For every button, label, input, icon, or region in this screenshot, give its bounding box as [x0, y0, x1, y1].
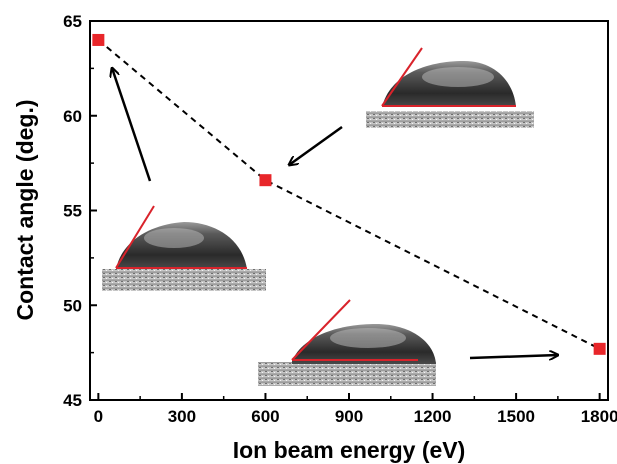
- axis-ticks: [90, 20, 601, 401]
- inset-droplet-1800ev: [258, 299, 436, 386]
- data-point-marker: [593, 342, 606, 355]
- inset-tangent-line: [291, 299, 351, 361]
- x-tick-label: 1200: [414, 407, 452, 426]
- y-tick-label: 60: [63, 107, 82, 126]
- inset-substrate: [102, 269, 266, 291]
- y-tick-label: 65: [63, 12, 82, 31]
- x-tick-label: 0: [94, 407, 103, 426]
- x-tick-label: 1800: [581, 407, 617, 426]
- inset-substrate: [366, 111, 534, 128]
- inset-substrate: [258, 362, 436, 386]
- y-tick-label: 50: [63, 296, 82, 315]
- inset-tangent-line: [381, 47, 423, 107]
- x-tick-label: 600: [251, 407, 279, 426]
- inset-droplet-highlight: [144, 228, 204, 248]
- arrow-to-0ev-point: [112, 68, 152, 182]
- inset-tangent-line: [115, 205, 155, 269]
- axis-tick-labels: 0 300 600 900 1200 1500 1800 45 50 55 60 65: [63, 12, 617, 426]
- arrow-to-600ev-point: [289, 125, 343, 165]
- y-tick-label: 55: [63, 202, 82, 221]
- x-tick-label: 1500: [497, 407, 535, 426]
- x-axis-title: Ion beam energy (eV): [233, 437, 466, 463]
- inset-droplet-highlight: [422, 67, 494, 87]
- x-tick-label: 300: [168, 407, 196, 426]
- inset-droplet-0ev: [102, 205, 266, 291]
- data-point-marker: [259, 174, 272, 187]
- y-tick-label: 45: [63, 391, 82, 410]
- series-dashed-line: [97, 39, 601, 350]
- contact-angle-series: [92, 33, 606, 355]
- inset-droplet-highlight: [330, 328, 406, 348]
- data-point-marker: [92, 33, 105, 46]
- inset-droplet-600ev: [366, 47, 534, 128]
- x-tick-label: 900: [335, 407, 363, 426]
- arrow-to-1800ev-point: [469, 355, 558, 358]
- y-axis-title: Contact angle (deg.): [12, 99, 38, 320]
